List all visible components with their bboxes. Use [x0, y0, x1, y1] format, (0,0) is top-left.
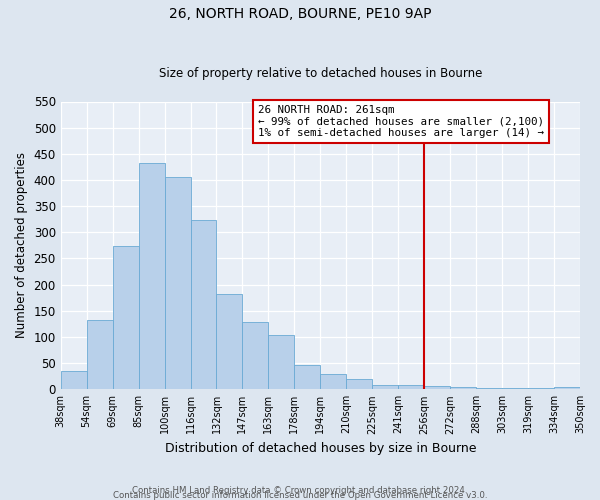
- Bar: [242, 322, 268, 390]
- Text: Contains HM Land Registry data © Crown copyright and database right 2024.: Contains HM Land Registry data © Crown c…: [132, 486, 468, 495]
- Bar: [320, 374, 346, 390]
- Bar: [295, 365, 320, 390]
- Bar: [191, 220, 217, 390]
- Y-axis label: Number of detached properties: Number of detached properties: [15, 152, 28, 338]
- Bar: [476, 388, 502, 390]
- Bar: [113, 246, 139, 390]
- Bar: [217, 294, 242, 390]
- Bar: [164, 178, 191, 390]
- Bar: [61, 371, 86, 390]
- X-axis label: Distribution of detached houses by size in Bourne: Distribution of detached houses by size …: [164, 442, 476, 455]
- Text: Contains public sector information licensed under the Open Government Licence v3: Contains public sector information licen…: [113, 490, 487, 500]
- Bar: [372, 385, 398, 390]
- Text: 26, NORTH ROAD, BOURNE, PE10 9AP: 26, NORTH ROAD, BOURNE, PE10 9AP: [169, 8, 431, 22]
- Bar: [502, 388, 528, 390]
- Text: 26 NORTH ROAD: 261sqm
← 99% of detached houses are smaller (2,100)
1% of semi-de: 26 NORTH ROAD: 261sqm ← 99% of detached …: [258, 105, 544, 138]
- Bar: [346, 380, 372, 390]
- Bar: [268, 336, 295, 390]
- Bar: [554, 386, 580, 390]
- Bar: [139, 163, 164, 390]
- Title: Size of property relative to detached houses in Bourne: Size of property relative to detached ho…: [158, 66, 482, 80]
- Bar: [450, 386, 476, 390]
- Bar: [86, 320, 113, 390]
- Bar: [528, 388, 554, 390]
- Bar: [398, 385, 424, 390]
- Bar: [424, 386, 450, 390]
